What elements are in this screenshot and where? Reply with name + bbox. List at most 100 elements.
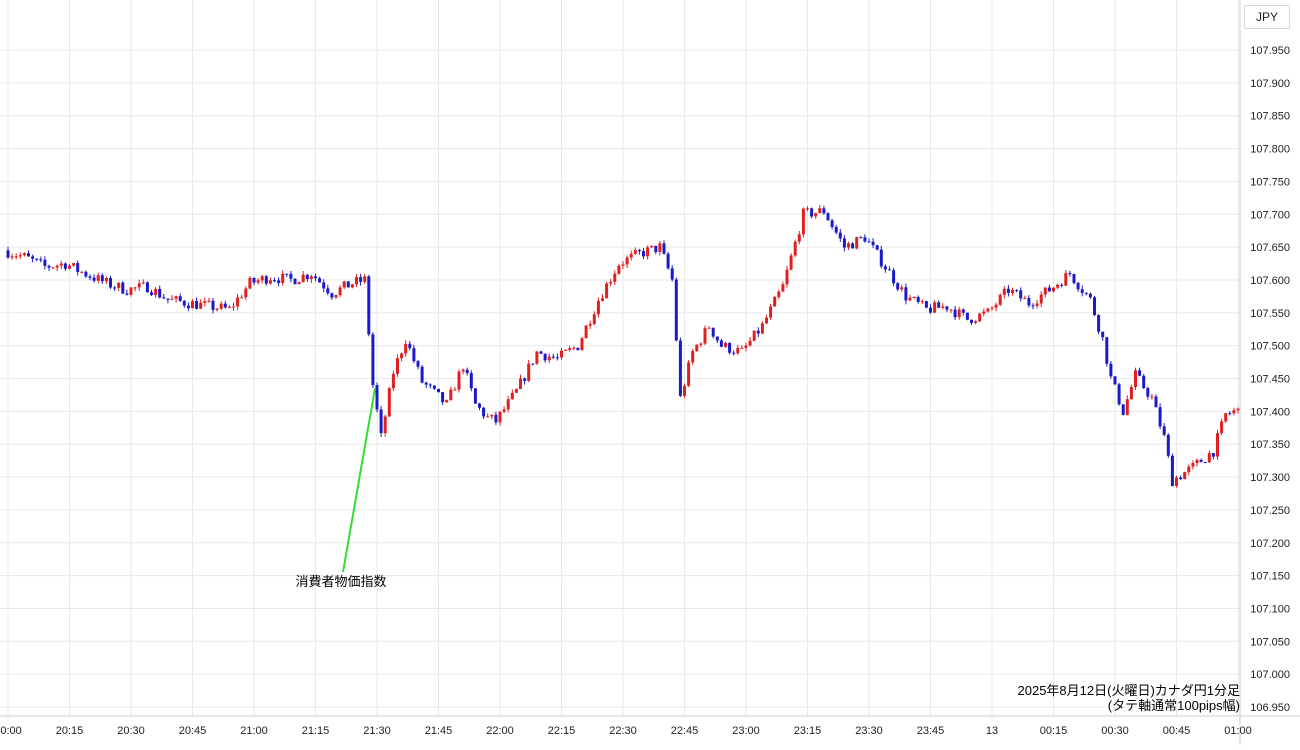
candle-body xyxy=(1002,288,1006,295)
candle-body xyxy=(543,353,547,361)
candle-body xyxy=(588,323,592,326)
candle-body xyxy=(695,344,699,352)
candle-body xyxy=(195,301,199,309)
time-tick-label: 00:45 xyxy=(1163,725,1191,737)
candle-body xyxy=(814,213,818,217)
time-tick-label: 21:15 xyxy=(302,725,330,737)
candle-body xyxy=(379,409,383,434)
time-tick-label: 23:15 xyxy=(794,725,822,737)
candle-body xyxy=(461,369,465,372)
candle-body xyxy=(842,238,846,248)
candle-body xyxy=(248,277,252,289)
candle-body xyxy=(88,276,92,278)
candle-body xyxy=(1043,287,1047,295)
time-tick-label: 21:00 xyxy=(240,725,268,737)
candle-body xyxy=(867,241,871,243)
currency-button[interactable]: JPY xyxy=(1244,5,1290,29)
candle-body xyxy=(1023,298,1027,300)
candle-body xyxy=(363,276,367,282)
candle-body xyxy=(227,306,231,308)
candle-body xyxy=(445,400,449,403)
candle-body xyxy=(555,357,559,359)
candle-body xyxy=(420,366,424,383)
candle-body xyxy=(1203,462,1207,464)
candle-body xyxy=(732,352,736,354)
candle-body xyxy=(326,288,330,294)
candle-body xyxy=(158,288,162,298)
candle-body xyxy=(1121,404,1125,415)
candle-body xyxy=(121,282,125,294)
candle-body xyxy=(1129,387,1133,400)
candle-body xyxy=(949,309,953,311)
candle-body xyxy=(170,298,174,300)
candle-body xyxy=(14,256,18,258)
candle-body xyxy=(318,278,322,283)
price-tick-label: 107.300 xyxy=(1250,472,1290,484)
candle-body xyxy=(1175,477,1178,487)
candle-body xyxy=(510,392,514,400)
candle-body xyxy=(199,302,203,309)
candle-body xyxy=(617,265,621,274)
candle-body xyxy=(920,301,924,303)
candle-body xyxy=(387,388,391,417)
candle-body xyxy=(785,269,789,285)
time-tick-label: 20:00 xyxy=(0,725,22,737)
candle-body xyxy=(806,208,809,210)
time-axis: 20:00 20:15 20:30 20:45 21:00 21:15 21:30 21:45… xyxy=(0,715,1300,737)
candle-body xyxy=(527,363,531,381)
candle-body xyxy=(1162,426,1166,435)
candle-body xyxy=(933,302,937,313)
candle-body xyxy=(592,314,596,324)
candle-body xyxy=(334,295,338,298)
candle-body xyxy=(797,234,801,242)
price-tick-label: 106.950 xyxy=(1250,702,1290,714)
candle-body xyxy=(129,287,133,295)
candle-body xyxy=(1150,396,1154,398)
candle-body xyxy=(27,253,30,257)
price-tick-label: 107.200 xyxy=(1250,538,1290,550)
candle-body xyxy=(748,340,752,346)
candle-body xyxy=(613,273,617,282)
price-tick-label: 107.100 xyxy=(1250,603,1290,615)
candle-body xyxy=(350,284,354,288)
candle-body xyxy=(113,287,117,289)
candle-body xyxy=(416,361,420,367)
candle-body xyxy=(568,348,572,350)
candle-body xyxy=(596,300,600,315)
candle-body xyxy=(523,378,527,381)
price-tick-label: 107.350 xyxy=(1250,439,1290,451)
candle-body xyxy=(305,274,309,280)
candle-body xyxy=(35,258,39,260)
candle-body xyxy=(281,273,285,284)
price-tick-label: 107.900 xyxy=(1250,78,1290,90)
candle-body xyxy=(851,243,855,249)
candle-body xyxy=(223,303,227,308)
candle-body xyxy=(273,280,276,282)
candle-body xyxy=(1117,384,1121,405)
candle-body xyxy=(756,330,760,334)
candle-body xyxy=(584,325,588,339)
candle-body xyxy=(519,378,522,390)
candle-body xyxy=(59,263,63,266)
candle-body xyxy=(719,340,723,347)
candle-body xyxy=(1068,273,1072,275)
candle-body xyxy=(191,301,194,309)
price-tick-label: 107.850 xyxy=(1250,111,1290,123)
candle-body xyxy=(1011,289,1014,293)
candle-body xyxy=(715,336,719,341)
price-tick-label: 107.550 xyxy=(1250,308,1290,320)
candle-body xyxy=(605,283,609,299)
candle-body xyxy=(1084,292,1088,294)
candle-body xyxy=(1064,273,1068,286)
candle-body xyxy=(51,267,55,269)
candle-body xyxy=(1105,337,1109,364)
candle-body xyxy=(994,304,998,308)
candle-body xyxy=(125,293,129,295)
candle-body xyxy=(80,271,84,273)
price-tick-label: 107.250 xyxy=(1250,505,1290,517)
candle-body xyxy=(998,294,1002,305)
candle-body xyxy=(76,263,80,272)
candle-body xyxy=(297,281,301,285)
